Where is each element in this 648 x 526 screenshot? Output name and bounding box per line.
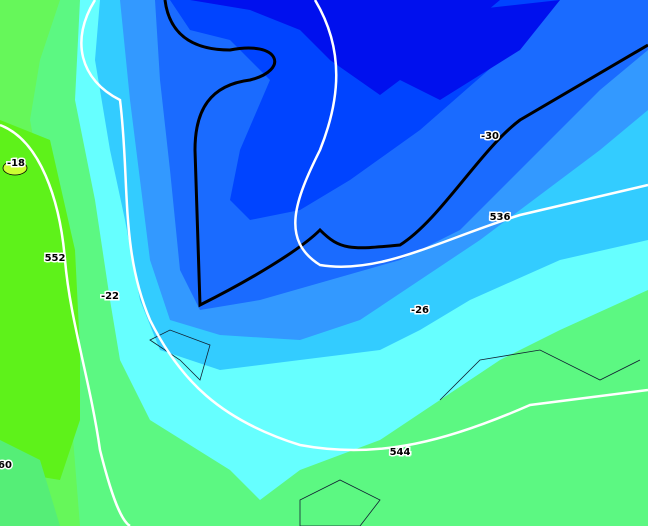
contour-white: [80, 0, 648, 452]
contour-white: [0, 123, 131, 526]
local-min: [2, 160, 28, 176]
contour-label: 552: [45, 253, 66, 264]
contour-label: -26: [411, 305, 429, 316]
contour-label: -30: [481, 131, 499, 142]
green-corner: [0, 440, 60, 526]
coastline: [149, 329, 641, 526]
darkest-zone: [190, 0, 560, 100]
bright-lime: [0, 120, 80, 480]
contour-label: 536: [490, 212, 511, 223]
contour-label: 544: [390, 447, 411, 458]
contour-label: 60: [0, 460, 12, 471]
contour-white: [294, 0, 648, 268]
contour-label: -18: [7, 158, 25, 169]
contour-label: -22: [101, 291, 119, 302]
contour-black: [163, 0, 648, 308]
